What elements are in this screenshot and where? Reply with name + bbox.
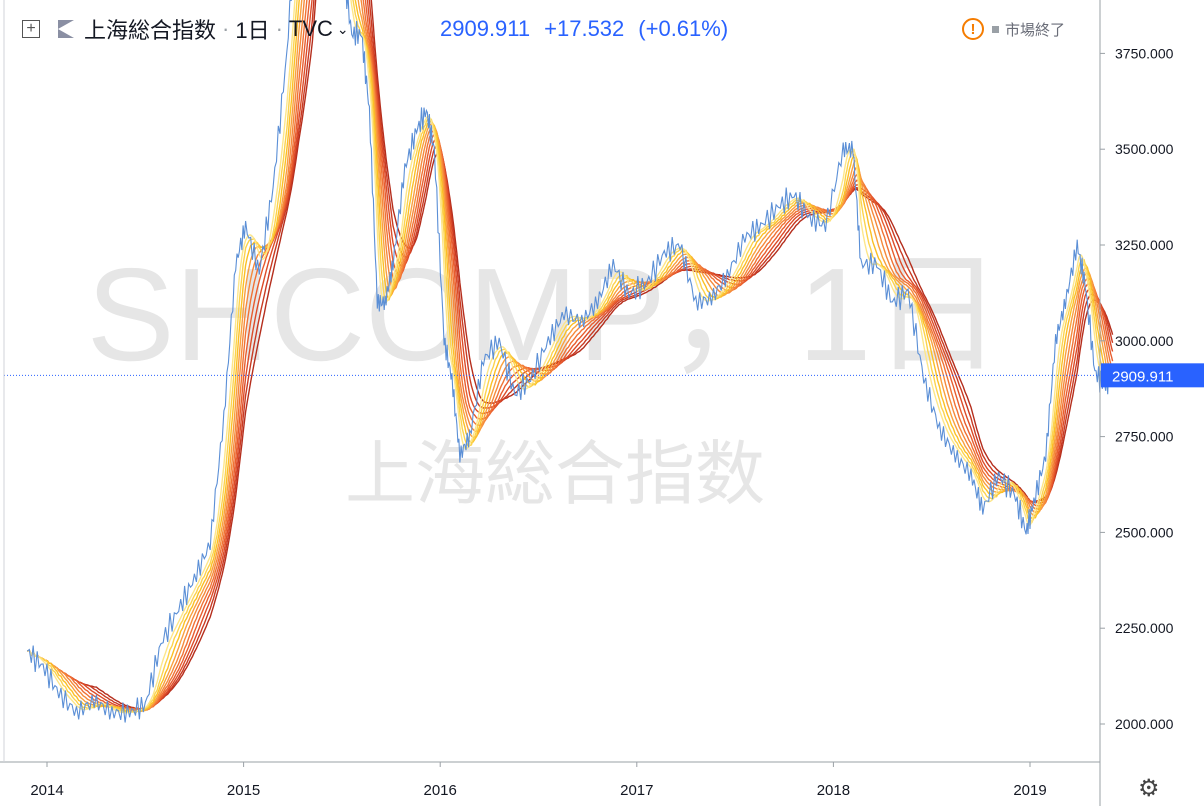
price-tick-label: 2250.000 bbox=[1115, 620, 1174, 636]
market-status: ! 市場終了 bbox=[962, 12, 1065, 46]
price-change-pct: (+0.61%) bbox=[638, 16, 729, 41]
interval-label[interactable]: 1日 bbox=[235, 18, 270, 43]
flag-icon[interactable] bbox=[58, 20, 74, 38]
status-dot bbox=[992, 25, 999, 33]
watermark-sub: 上海総合指数 bbox=[345, 435, 765, 513]
last-price-badge-label: 2909.911 bbox=[1112, 368, 1173, 385]
time-tick-label: 2019 bbox=[1013, 782, 1046, 799]
price-tick-label: 3250.000 bbox=[1115, 237, 1174, 253]
price-tick-label: 3500.000 bbox=[1115, 141, 1174, 157]
time-tick-label: 2015 bbox=[227, 782, 260, 799]
last-price: 2909.911 bbox=[440, 16, 531, 41]
gear-icon[interactable]: ⚙ bbox=[1138, 775, 1160, 802]
moving-average-line bbox=[27, 0, 1114, 710]
market-status-label: 市場終了 bbox=[1005, 21, 1066, 39]
warning-circle-icon[interactable]: ! bbox=[962, 18, 984, 40]
price-tick-label: 2500.000 bbox=[1115, 524, 1174, 540]
moving-average-line bbox=[27, 0, 1114, 711]
time-tick-label: 2017 bbox=[620, 782, 653, 799]
plus-square-icon[interactable]: + bbox=[22, 20, 40, 38]
header-separator: · bbox=[275, 16, 283, 41]
exchange-label[interactable]: TVC bbox=[288, 16, 333, 41]
quote-values: 2909.911 +17.532 (+0.61%) bbox=[440, 12, 742, 46]
moving-average-line bbox=[27, 0, 1114, 714]
chevron-down-icon[interactable]: ⌄ bbox=[336, 20, 349, 37]
symbol-header: + 上海総合指数 · 1日 · TVC ⌄ bbox=[0, 12, 349, 46]
moving-average-line bbox=[27, 0, 1114, 714]
price-tick-label: 3000.000 bbox=[1115, 333, 1174, 349]
series-layer bbox=[4, 0, 1114, 723]
time-tick-label: 2016 bbox=[424, 782, 457, 799]
time-tick-label: 2014 bbox=[30, 782, 63, 799]
price-tick-label: 2000.000 bbox=[1115, 716, 1174, 732]
last-price-badge bbox=[1101, 363, 1204, 388]
time-tick-label: 2018 bbox=[817, 782, 850, 799]
symbol-name[interactable]: 上海総合指数 bbox=[84, 18, 217, 43]
price-tick-label: 3750.000 bbox=[1115, 45, 1174, 61]
price-tick-label: 2750.000 bbox=[1115, 429, 1174, 445]
price-line bbox=[26, 0, 1113, 723]
price-change: +17.532 bbox=[544, 16, 625, 41]
header-separator: · bbox=[222, 16, 230, 41]
moving-average-line bbox=[27, 0, 1114, 712]
